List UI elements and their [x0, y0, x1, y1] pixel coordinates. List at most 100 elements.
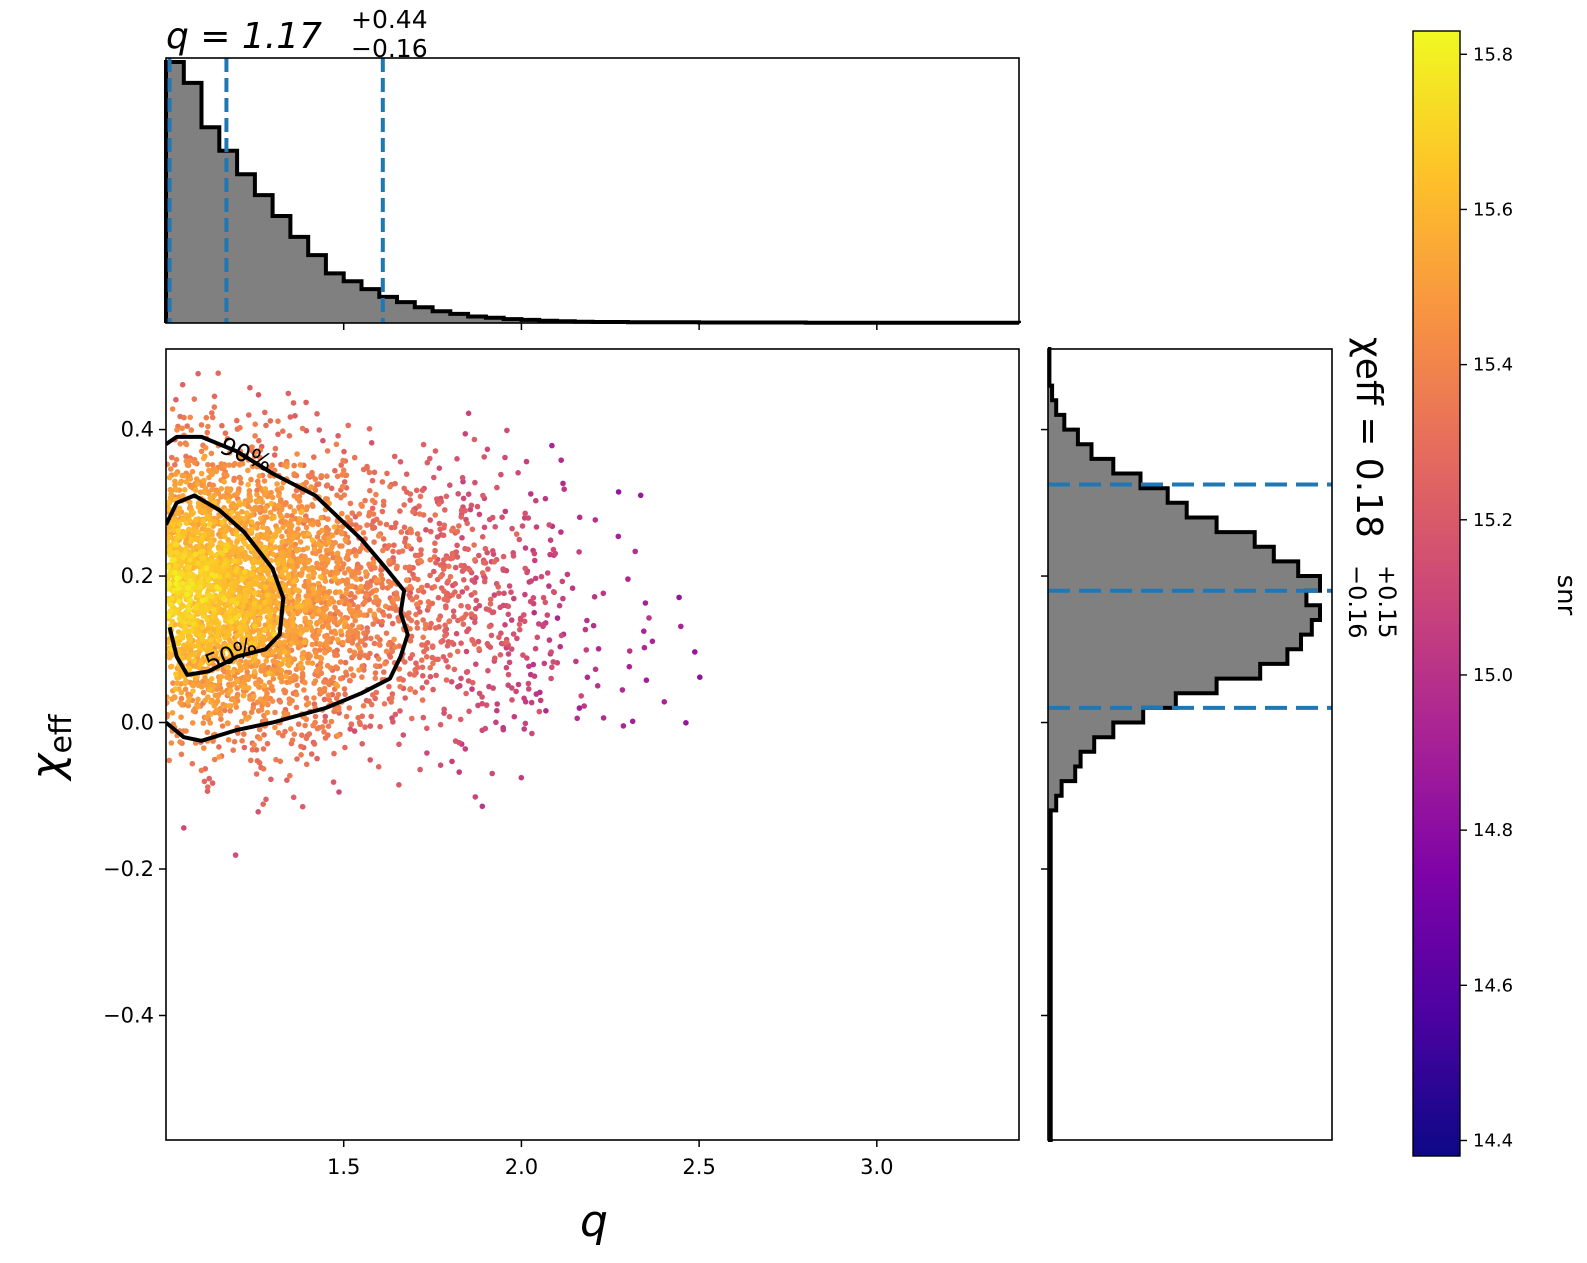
scatter-point [294, 683, 300, 689]
scatter-point [166, 758, 172, 764]
scatter-point [199, 608, 205, 614]
scatter-point [262, 478, 268, 484]
scatter-point [287, 701, 293, 707]
scatter-point [286, 657, 292, 663]
scatter-point [523, 545, 529, 551]
scatter-point [177, 441, 183, 447]
scatter-point [316, 666, 322, 672]
y-axis-ticks: −0.4−0.20.00.20.4 [103, 418, 166, 1028]
scatter-point [251, 742, 257, 748]
scatter-point [247, 497, 253, 503]
scatter-point [300, 426, 306, 432]
scatter-point [186, 607, 192, 613]
chi-title-plus: +0.15 [1373, 565, 1401, 639]
scatter-point [371, 560, 377, 566]
scatter-point [271, 552, 277, 558]
scatter-point [280, 539, 286, 545]
scatter-point [255, 533, 261, 539]
scatter-point [307, 620, 313, 626]
scatter-point [260, 642, 266, 648]
scatter-point [384, 522, 390, 528]
scatter-point [327, 599, 333, 605]
scatter-point [506, 651, 512, 657]
scatter-point [601, 591, 607, 597]
scatter-point [204, 415, 210, 421]
scatter-point [242, 523, 248, 529]
scatter-point [356, 570, 362, 576]
scatter-point [517, 627, 523, 633]
scatter-point [424, 679, 430, 685]
scatter-point [345, 515, 351, 521]
q-histogram-panel: q = 1.17 +0.44 −0.16 [166, 5, 1019, 330]
scatter-point [241, 731, 247, 737]
scatter-point [215, 694, 221, 700]
scatter-point [191, 643, 197, 649]
y-tick-label: 0.4 [121, 418, 154, 442]
scatter-point [470, 680, 476, 686]
scatter-point [311, 695, 317, 701]
scatter-point [279, 668, 285, 674]
scatter-point [174, 680, 180, 686]
scatter-point [177, 617, 183, 623]
scatter-point [463, 691, 469, 697]
scatter-point [271, 649, 277, 655]
scatter-point [217, 549, 223, 555]
scatter-point [207, 544, 213, 550]
scatter-point [302, 680, 308, 686]
scatter-point [288, 726, 294, 732]
scatter-point [485, 641, 491, 647]
q-histogram-title: q = 1.17 [166, 16, 322, 57]
scatter-point [276, 493, 282, 499]
x-tick-label: 2.0 [505, 1155, 538, 1179]
scatter-point [186, 656, 192, 662]
scatter-point [418, 558, 424, 564]
scatter-point [420, 697, 426, 703]
scatter-point [620, 687, 626, 693]
scatter-point [248, 477, 254, 483]
scatter-point [384, 649, 390, 655]
scatter-point [335, 733, 341, 739]
scatter-point [192, 396, 198, 402]
scatter-point [369, 702, 375, 708]
scatter-point [496, 590, 502, 596]
scatter-point [349, 721, 355, 727]
scatter-point [278, 544, 284, 550]
scatter-point [499, 514, 505, 520]
scatter-point [282, 729, 288, 735]
scatter-point [441, 707, 447, 713]
scatter-point [231, 558, 237, 564]
scatter-point [676, 595, 682, 601]
scatter-point [314, 598, 320, 604]
scatter-point [482, 525, 488, 531]
scatter-point [521, 696, 527, 702]
scatter-point [338, 676, 344, 682]
scatter-point [334, 565, 340, 571]
scatter-point [417, 767, 423, 773]
scatter-point [466, 411, 472, 417]
scatter-point [205, 694, 211, 700]
scatter-point [549, 443, 555, 449]
scatter-point [334, 442, 340, 448]
scatter-point [466, 605, 472, 611]
scatter-point [347, 705, 353, 711]
scatter-point [418, 547, 424, 553]
scatter-point [305, 545, 311, 551]
scatter-point [447, 652, 453, 658]
scatter-point [442, 633, 448, 639]
scatter-point [337, 589, 343, 595]
scatter-point [430, 687, 436, 693]
scatter-point [394, 590, 400, 596]
scatter-point [275, 418, 281, 424]
scatter-point [201, 555, 207, 561]
scatter-point [456, 769, 462, 775]
scatter-point [230, 696, 236, 702]
x-tick-label: 2.5 [682, 1155, 715, 1179]
scatter-point [449, 640, 455, 646]
scatter-point [678, 624, 684, 630]
scatter-point [234, 418, 240, 424]
scatter-point [298, 603, 304, 609]
scatter-point [339, 543, 345, 549]
scatter-point [184, 442, 190, 448]
scatter-point [313, 476, 319, 482]
scatter-point [246, 412, 252, 418]
